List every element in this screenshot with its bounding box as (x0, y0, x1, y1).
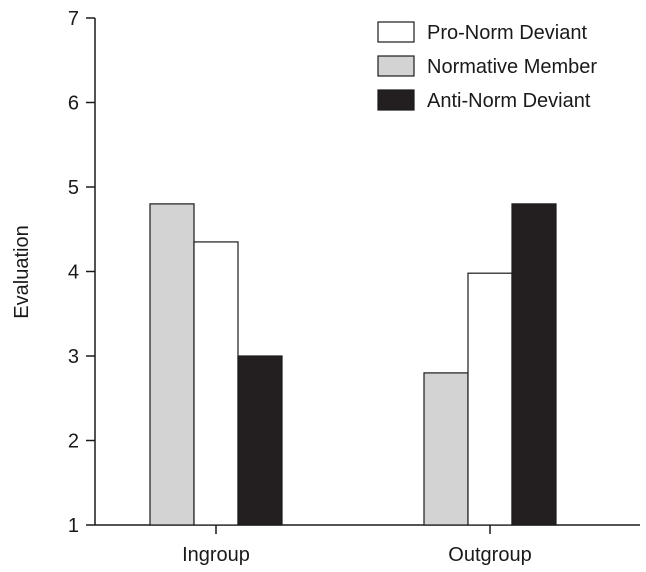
y-tick-label: 5 (68, 177, 79, 199)
x-axis: Ingroup Outgroup (95, 524, 640, 566)
y-tick-label: 6 (68, 93, 79, 115)
legend-label-anti-norm-deviant: Anti-Norm Deviant (427, 90, 591, 112)
bar-ingroup-pro-norm-deviant (193, 241, 239, 526)
bar-outgroup-normative-member (423, 372, 469, 526)
y-tick-label: 1 (68, 515, 79, 537)
y-axis-title: Evaluation (11, 225, 33, 318)
y-axis: 1 2 3 4 5 6 7 (68, 8, 96, 537)
y-tick-label: 4 (68, 262, 79, 284)
bars (149, 203, 557, 526)
legend-label-normative-member: Normative Member (427, 56, 597, 78)
x-tick-label-outgroup: Outgroup (448, 544, 531, 566)
legend-swatch-anti-norm-deviant (377, 89, 415, 111)
y-tick-label: 2 (68, 431, 79, 453)
bar-outgroup-anti-norm-deviant (511, 203, 557, 526)
y-tick-label: 3 (68, 346, 79, 368)
bar-ingroup-anti-norm-deviant (237, 355, 283, 526)
legend-swatch-pro-norm-deviant (377, 21, 415, 43)
legend: Pro-Norm Deviant Normative Member Anti-Nor… (377, 21, 597, 112)
bar-outgroup-pro-norm-deviant (467, 272, 513, 526)
bar-ingroup-normative-member (149, 203, 195, 526)
y-tick-label: 7 (68, 8, 79, 30)
legend-swatch-normative-member (377, 55, 415, 77)
legend-label-pro-norm-deviant: Pro-Norm Deviant (427, 22, 587, 44)
x-tick-label-ingroup: Ingroup (182, 544, 250, 566)
